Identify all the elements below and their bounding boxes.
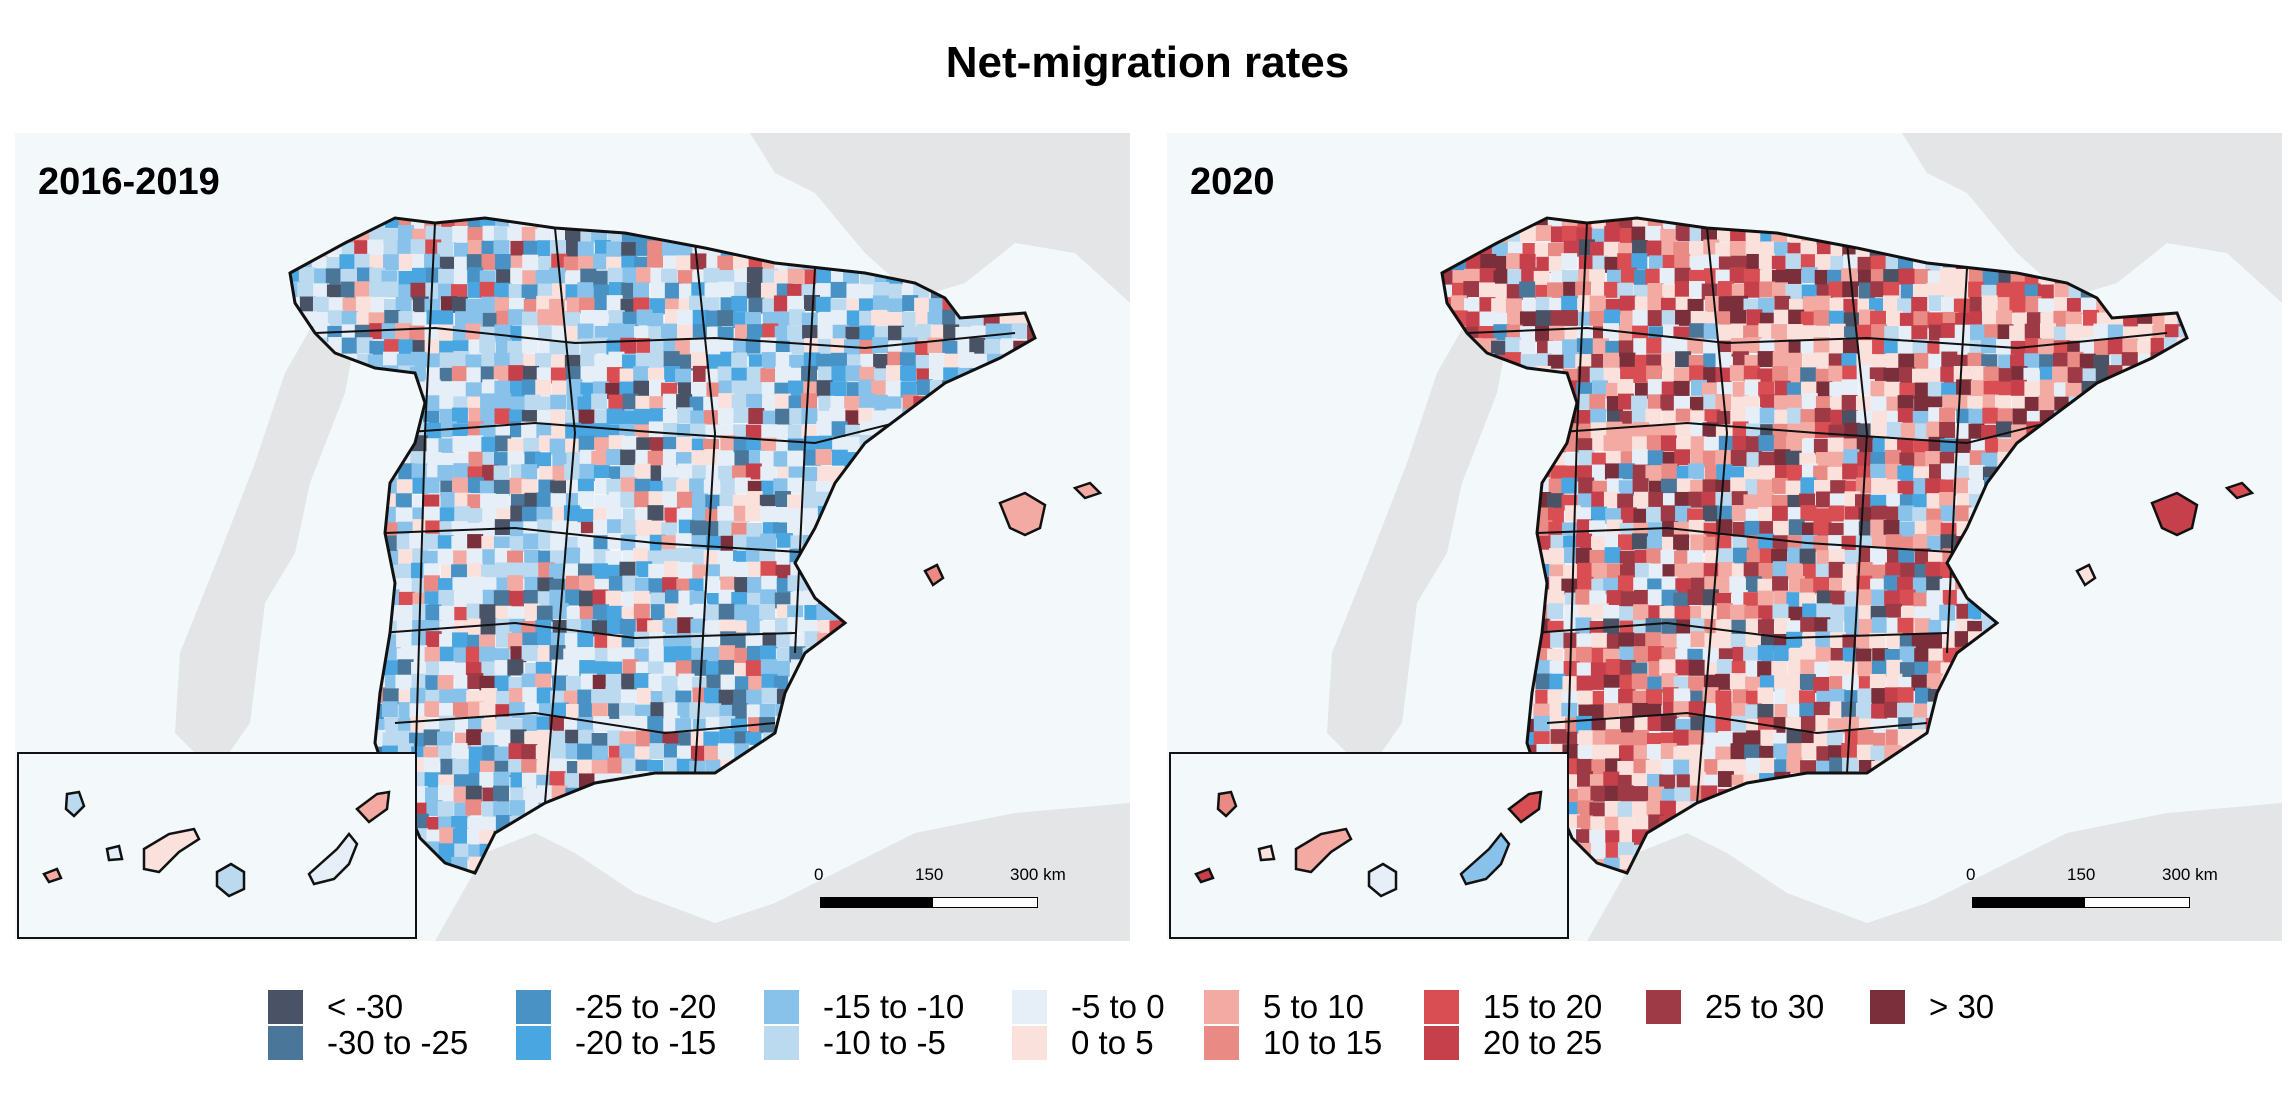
scale-tick-0: 0 bbox=[814, 865, 824, 884]
scale-tick-0: 0 bbox=[1966, 865, 1976, 884]
legend-label: -10 to -5 bbox=[823, 1024, 946, 1061]
legend: < -30 -30 to -25 -25 to -20 -20 to -15 -… bbox=[268, 988, 2068, 1065]
legend-swatch bbox=[764, 990, 799, 1024]
legend-swatch bbox=[516, 1026, 551, 1060]
panel-label: 2016-2019 bbox=[38, 161, 220, 203]
legend-item: -15 to -10 bbox=[764, 988, 965, 1025]
map-canvas bbox=[175, 133, 1130, 941]
province-borders bbox=[314, 222, 1016, 804]
legend-label: 5 to 10 bbox=[1263, 988, 1364, 1025]
canary-islands-inset bbox=[1169, 752, 1569, 939]
balearic-islands bbox=[2075, 481, 2255, 587]
legend-item: -10 to -5 bbox=[764, 1024, 946, 1061]
legend-label: < -30 bbox=[327, 988, 404, 1025]
legend-swatch bbox=[1424, 1026, 1459, 1060]
legend-label: 20 to 25 bbox=[1483, 1024, 1603, 1061]
legend-item: -5 to 0 bbox=[1012, 988, 1165, 1025]
legend-swatch bbox=[1204, 1026, 1239, 1060]
legend-swatch bbox=[516, 990, 551, 1024]
scale-tick-150: 150 bbox=[2067, 865, 2096, 884]
legend-item: 15 to 20 bbox=[1424, 988, 1603, 1025]
scale-bar-white bbox=[2084, 897, 2190, 908]
map-canvas bbox=[1327, 133, 2282, 941]
panel-label: 2020 bbox=[1190, 161, 1275, 203]
legend-swatch bbox=[268, 990, 303, 1024]
legend-swatch bbox=[1870, 990, 1905, 1024]
legend-label: -15 to -10 bbox=[823, 988, 965, 1025]
legend-item: -25 to -20 bbox=[516, 988, 717, 1025]
balearic-islands bbox=[923, 481, 1103, 587]
scale-tick-300: 300 km bbox=[1010, 865, 1066, 884]
legend-swatch bbox=[1012, 1026, 1047, 1060]
scale-bar-white bbox=[932, 897, 1038, 908]
legend-label: 10 to 15 bbox=[1263, 1024, 1383, 1061]
legend-label: -5 to 0 bbox=[1071, 988, 1165, 1025]
page-title: Net-migration rates bbox=[945, 38, 1350, 87]
legend-item: -20 to -15 bbox=[516, 1024, 717, 1061]
legend-label: -30 to -25 bbox=[327, 1024, 469, 1061]
canary-islands-inset bbox=[17, 752, 417, 939]
scale-tick-150: 150 bbox=[915, 865, 944, 884]
scale-bar: 0 150 300 km bbox=[1962, 865, 2222, 915]
map-panel-2020: 2020 0 150 300 km bbox=[1167, 133, 2282, 941]
province-borders bbox=[1466, 222, 2168, 804]
canary-islands-map bbox=[42, 790, 391, 898]
legend-label: -20 to -15 bbox=[575, 1024, 717, 1061]
legend-swatch bbox=[1012, 990, 1047, 1024]
legend-item: < -30 bbox=[268, 988, 404, 1025]
legend-item: 20 to 25 bbox=[1424, 1024, 1603, 1061]
legend-swatch bbox=[1204, 990, 1239, 1024]
legend-swatch bbox=[1646, 990, 1681, 1024]
canary-islands-map bbox=[1194, 790, 1543, 898]
legend-item: 25 to 30 bbox=[1646, 988, 1825, 1025]
legend-label: 0 to 5 bbox=[1071, 1024, 1154, 1061]
legend-item: 0 to 5 bbox=[1012, 1024, 1154, 1061]
map-panel-2016-2019: 2016-2019 0 150 300 km bbox=[15, 133, 1130, 941]
scale-bar-black bbox=[1972, 897, 2086, 908]
legend-label: 25 to 30 bbox=[1705, 988, 1825, 1025]
legend-label: -25 to -20 bbox=[575, 988, 717, 1025]
legend-swatch bbox=[268, 1026, 303, 1060]
legend-swatch bbox=[1424, 990, 1459, 1024]
legend-label: 15 to 20 bbox=[1483, 988, 1603, 1025]
legend-item: 5 to 10 bbox=[1204, 988, 1364, 1025]
scale-tick-300: 300 km bbox=[2162, 865, 2218, 884]
legend-swatch bbox=[764, 1026, 799, 1060]
scale-bar: 0 150 300 km bbox=[810, 865, 1070, 915]
legend-item: 10 to 15 bbox=[1204, 1024, 1383, 1061]
legend-item: > 30 bbox=[1870, 988, 1995, 1025]
scale-bar-black bbox=[820, 897, 934, 908]
legend-label: > 30 bbox=[1929, 988, 1995, 1025]
legend-item: -30 to -25 bbox=[268, 1024, 469, 1061]
